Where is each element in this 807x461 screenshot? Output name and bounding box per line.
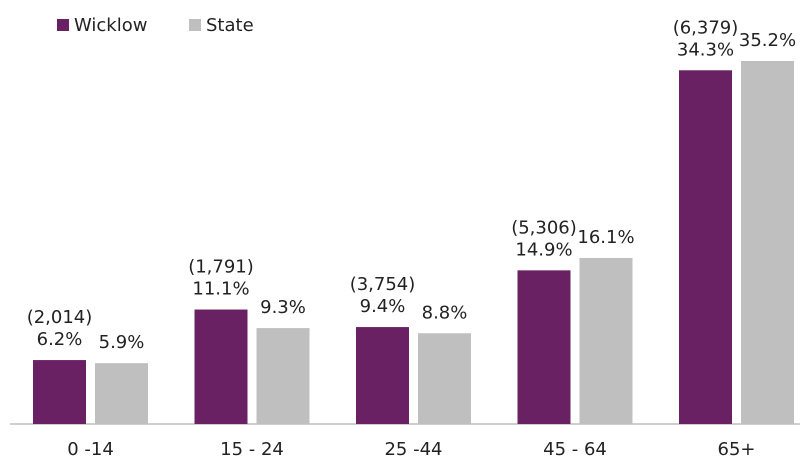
legend-label: Wicklow [74, 15, 147, 36]
legend-swatch [57, 19, 69, 31]
legend-swatch [189, 19, 201, 31]
x-tick-label: 25 -44 [384, 439, 442, 460]
bar [418, 333, 471, 424]
bar [679, 70, 732, 424]
value-label: 9.4% [360, 296, 406, 317]
bar [741, 61, 794, 424]
bar [356, 327, 409, 424]
bar [517, 270, 571, 424]
value-label: 14.9% [515, 239, 572, 260]
x-tick-label: 15 - 24 [220, 439, 284, 460]
x-tick-label: 45 - 64 [543, 439, 607, 460]
value-label: 35.2% [739, 30, 796, 51]
count-label: (2,014) [27, 307, 93, 328]
bar [579, 257, 633, 424]
x-tick-label: 0 -14 [67, 439, 114, 460]
bar [256, 328, 310, 424]
value-label: 34.3% [677, 39, 734, 60]
value-label: 16.1% [577, 227, 634, 248]
value-label: 6.2% [37, 329, 83, 350]
count-label: (6,379) [673, 17, 739, 38]
count-label: (3,754) [350, 274, 416, 295]
count-label: (5,306) [511, 217, 577, 238]
value-label: 9.3% [260, 297, 306, 318]
count-label: (1,791) [188, 257, 254, 278]
bar [95, 363, 148, 424]
bar [194, 309, 248, 424]
legend-label: State [206, 15, 254, 36]
value-label: 8.8% [422, 302, 468, 323]
value-label: 5.9% [99, 332, 145, 353]
value-label: 11.1% [192, 279, 249, 300]
x-tick-label: 65+ [718, 439, 756, 460]
bar [33, 360, 86, 424]
